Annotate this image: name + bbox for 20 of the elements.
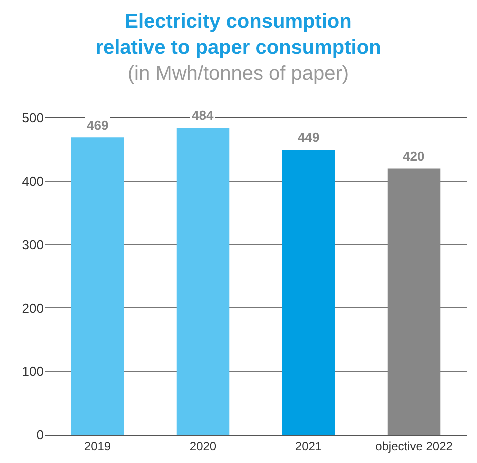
x-tick-label: objective 2022 <box>376 439 454 454</box>
y-tick-label: 100 <box>22 364 44 380</box>
x-tick-label: 2021 <box>295 439 322 454</box>
data-label: 469 <box>87 118 109 133</box>
bar <box>176 128 230 435</box>
bar <box>282 150 336 435</box>
x-tick-label: 2019 <box>84 439 112 454</box>
data-label: 449 <box>298 130 320 145</box>
y-tick-label: 500 <box>22 110 44 126</box>
x-tick-label: 2020 <box>190 439 217 454</box>
chart-subtitle: (in Mwh/tonnes of paper) <box>128 62 350 85</box>
bar <box>71 138 124 435</box>
y-tick-label: 200 <box>22 300 44 316</box>
data-label: 484 <box>192 108 214 123</box>
y-tick-label: 400 <box>22 174 44 189</box>
data-label: 420 <box>403 149 425 164</box>
y-tick-label: 300 <box>22 237 44 252</box>
bar <box>388 168 441 435</box>
chart-title: Electricity consumption relative to paper consumption <box>96 10 382 59</box>
y-tick-label: 0 <box>36 428 44 443</box>
